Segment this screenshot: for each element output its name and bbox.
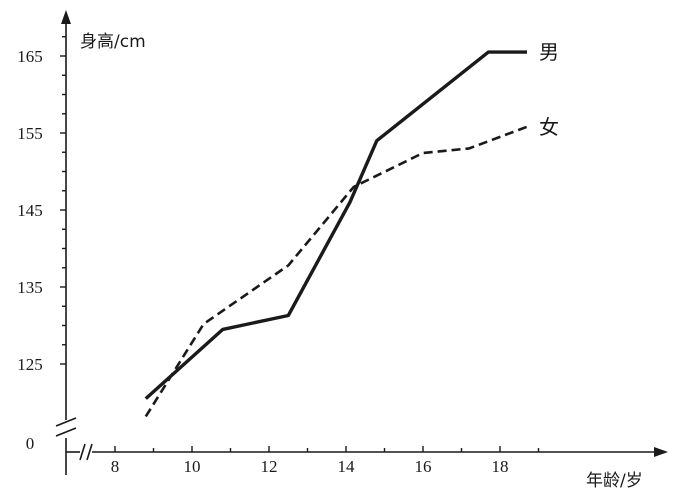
- y-axis-arrow: [61, 10, 71, 24]
- y-axis-break-mark-1: [55, 417, 77, 427]
- x-axis-break-mark-2: [86, 443, 93, 461]
- series-layer: 男女: [144, 40, 559, 418]
- x-tick-label: 18: [492, 457, 509, 476]
- series-name-label: 男: [539, 40, 559, 64]
- y-axis-label: 身高/cm: [80, 32, 146, 52]
- x-tick-label: 8: [111, 457, 120, 476]
- axis-ticks: 125 135 145 155 165 8 10 12 14 16 18: [17, 36, 540, 476]
- y-tick-label: 165: [17, 47, 43, 66]
- x-tick-label: 12: [261, 457, 278, 476]
- x-tick-label: 16: [415, 457, 432, 476]
- series-line-0: [144, 50, 527, 400]
- series-line-1: [144, 125, 528, 418]
- x-axis-break-mark-1: [79, 443, 86, 461]
- y-axis-break-mark-2: [55, 427, 77, 437]
- x-tick-label: 14: [338, 457, 356, 476]
- x-axis-label: 年龄/岁: [586, 471, 643, 491]
- y-tick-label: 155: [17, 124, 43, 143]
- y-tick-label: 145: [17, 201, 43, 220]
- x-axis-arrow: [654, 447, 668, 457]
- x-tick-label: 10: [184, 457, 201, 476]
- y-tick-label: 125: [17, 355, 43, 374]
- y-tick-label: 135: [17, 278, 43, 297]
- series-name-label: 女: [539, 115, 559, 139]
- y-origin-label: 0: [26, 434, 35, 453]
